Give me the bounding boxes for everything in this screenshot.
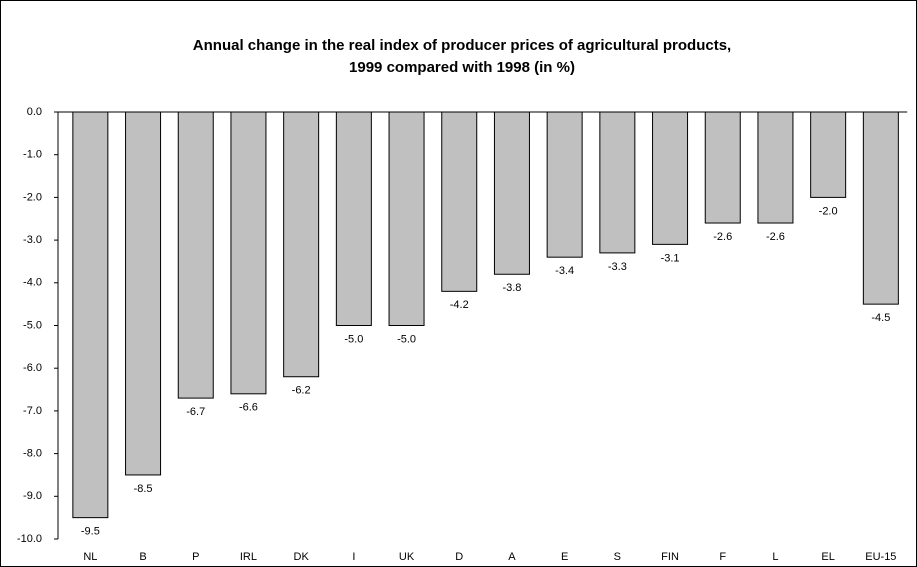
value-label: -6.2: [292, 385, 311, 397]
bar: [546, 111, 583, 258]
x-tick-label: B: [139, 551, 146, 563]
bar: [704, 111, 741, 224]
x-tick-label: DK: [294, 551, 310, 563]
bar: [72, 111, 109, 519]
chart-title: 1999 compared with 1998 (in %): [349, 59, 575, 76]
chart-title: Annual change in the real index of produ…: [193, 37, 731, 54]
bar: [230, 111, 267, 395]
x-tick-label: A: [508, 551, 516, 563]
bar: [810, 111, 847, 198]
value-label: -5.0: [397, 333, 416, 345]
y-tick-label: -9.0: [23, 490, 42, 502]
value-label: -9.5: [81, 526, 100, 538]
x-tick-label: S: [614, 551, 621, 563]
value-label: -2.6: [766, 231, 785, 243]
x-tick-label: I: [352, 551, 355, 563]
x-tick-label: EU-15: [865, 551, 896, 563]
bar: [599, 111, 636, 254]
y-tick-label: -8.0: [23, 448, 42, 460]
x-tick-label: D: [455, 551, 463, 563]
bar: [652, 111, 689, 245]
value-label: -6.6: [239, 402, 258, 414]
x-tick-label: EL: [821, 551, 834, 563]
value-label: -3.4: [555, 265, 574, 277]
x-tick-label: UK: [399, 551, 415, 563]
x-tick-label: FIN: [661, 551, 679, 563]
y-tick-label: -5.0: [23, 319, 42, 331]
bar: [125, 111, 162, 476]
bar: [283, 111, 320, 378]
x-tick-label: P: [192, 551, 199, 563]
value-label: -2.0: [819, 205, 838, 217]
x-tick-label: F: [719, 551, 726, 563]
value-label: -3.1: [661, 252, 680, 264]
value-label: -5.0: [344, 333, 363, 345]
bar: [441, 111, 478, 292]
value-label: -3.3: [608, 261, 627, 273]
bar: [493, 111, 530, 275]
value-label: -2.6: [713, 231, 732, 243]
y-tick-label: -3.0: [23, 234, 42, 246]
y-tick-label: -4.0: [23, 277, 42, 289]
x-tick-label: E: [561, 551, 568, 563]
y-tick-label: 0.0: [27, 106, 42, 118]
value-label: -8.5: [134, 483, 153, 495]
y-tick-label: -10.0: [17, 533, 42, 545]
bar: [862, 111, 899, 305]
y-tick-label: -2.0: [23, 191, 42, 203]
value-label: -4.2: [450, 299, 469, 311]
x-tick-label: L: [772, 551, 778, 563]
bar: [388, 111, 425, 326]
bar: [757, 111, 794, 224]
y-tick-label: -6.0: [23, 362, 42, 374]
x-tick-label: IRL: [240, 551, 257, 563]
value-label: -4.5: [871, 312, 890, 324]
value-label: -6.7: [186, 406, 205, 418]
bar: [177, 111, 214, 399]
value-label: -3.8: [502, 282, 521, 294]
y-tick-label: -1.0: [23, 149, 42, 161]
x-tick-label: NL: [83, 551, 97, 563]
bar: [335, 111, 372, 326]
y-tick-label: -7.0: [23, 405, 42, 417]
